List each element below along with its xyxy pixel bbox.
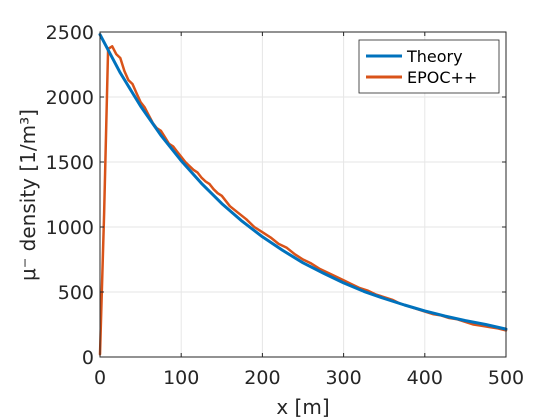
y-tick-label: 1000	[46, 217, 94, 239]
y-axis-label: μ⁻ density [1/m³]	[16, 109, 40, 281]
x-tick-label: 300	[325, 367, 361, 389]
x-axis-label: x [m]	[276, 395, 329, 419]
y-tick-label: 2500	[46, 22, 94, 44]
y-tick-label: 2000	[46, 87, 94, 109]
x-tick-label: 500	[488, 367, 524, 389]
y-tick-label: 1500	[46, 152, 94, 174]
legend: Theory EPOC++	[358, 39, 500, 94]
y-tick-label: 500	[58, 282, 94, 304]
series-group	[98, 33, 508, 356]
x-tick-label: 200	[244, 367, 280, 389]
x-tick-label: 400	[407, 367, 443, 389]
series-line-theory	[98, 33, 508, 331]
x-tick-labels: 0 100 200 300 400 500	[94, 367, 524, 389]
ticks	[99, 31, 507, 358]
x-tick-label: 100	[163, 367, 199, 389]
legend-label-epoc: EPOC++	[407, 68, 477, 87]
y-tick-label: 0	[82, 347, 94, 369]
legend-label-theory: Theory	[406, 47, 463, 66]
x-tick-label: 0	[94, 367, 106, 389]
y-tick-labels: 0 500 1000 1500 2000 2500	[46, 22, 94, 369]
plot-frame	[99, 31, 507, 358]
legend-box	[358, 39, 500, 94]
grid	[99, 31, 507, 358]
